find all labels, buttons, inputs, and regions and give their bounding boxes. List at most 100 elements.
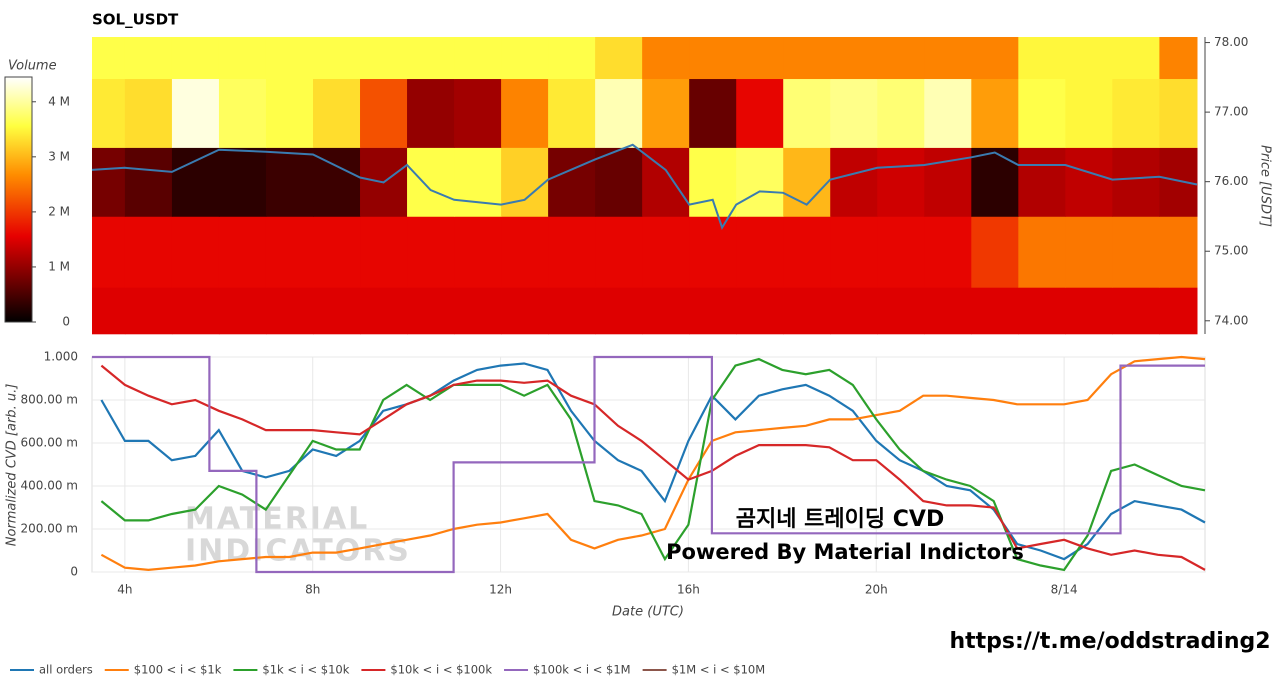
heatmap-cell: [407, 216, 455, 288]
heatmap-cell: [971, 216, 1019, 288]
heatmap-cell: [830, 37, 878, 80]
heatmap-cell: [830, 216, 878, 288]
heatmap-cell: [1065, 216, 1113, 288]
heatmap-cell: [877, 216, 925, 288]
heatmap-cell: [124, 37, 173, 80]
heatmap-cell: [218, 287, 267, 335]
heatmap-cell: [924, 78, 972, 148]
heatmap-cell: [924, 287, 972, 335]
heatmap-cell: [1112, 216, 1160, 288]
heatmap-cell: [124, 147, 173, 217]
heatmap-cell: [360, 216, 408, 288]
heatmap-cell: [830, 147, 878, 217]
heatmap-cell: [783, 78, 831, 148]
y2-tick-label: 76.00: [1214, 174, 1248, 188]
heatmap-cell: [1159, 216, 1198, 288]
heatmap-cell: [971, 287, 1019, 335]
heatmap-cell: [548, 287, 596, 335]
heatmap-cell: [313, 78, 361, 148]
heatmap-cell: [642, 37, 690, 80]
heatmap-cell: [407, 37, 455, 80]
heatmap-cell: [1112, 147, 1160, 217]
heatmap-cell: [595, 37, 643, 80]
heatmap-cell: [877, 287, 925, 335]
colorbar: [4, 76, 33, 323]
heatmap-cell: [595, 287, 643, 335]
colorbar-tick-label: 0: [62, 315, 70, 329]
heatmap-cell: [124, 287, 173, 335]
y-axis-label: Normalized CVD [arb. u.]: [5, 384, 20, 547]
heatmap-cell: [454, 78, 502, 148]
y-tick-label: 1.000: [44, 350, 78, 364]
cvd-line: [100, 355, 1206, 572]
heatmap-cell: [783, 37, 831, 80]
heatmap-cell: [265, 216, 314, 288]
heatmap-cell: [171, 78, 220, 148]
heatmap-cell: [265, 78, 314, 148]
heatmap-cell: [642, 287, 690, 335]
heatmap-cell: [971, 37, 1019, 80]
heatmap-cell: [313, 37, 361, 80]
heatmap-cell: [265, 287, 314, 335]
heatmap-cell: [92, 216, 126, 288]
heatmap-cell: [218, 216, 267, 288]
heatmap-cell: [92, 37, 126, 80]
heatmap-cell: [1018, 78, 1066, 148]
y2-tick-label: 77.00: [1214, 105, 1248, 119]
heatmap-cell: [360, 78, 408, 148]
colorbar-tick-label: 4 M: [48, 94, 70, 108]
heatmap-cell: [313, 287, 361, 335]
heatmap-cell: [454, 37, 502, 80]
cvd-line: [92, 355, 1205, 574]
heatmap-cell: [218, 37, 267, 80]
heatmap-cell: [689, 147, 737, 217]
heatmap-cell: [92, 78, 126, 148]
y2-axis-label: Price [USDT]: [1258, 145, 1273, 227]
heatmap-cell: [92, 287, 126, 335]
annotation: Powered By Material Indictors: [666, 540, 1024, 564]
heatmap-cell: [407, 147, 455, 217]
heatmap-cell: [360, 37, 408, 80]
heatmap-cell: [971, 78, 1019, 148]
cvd-line: [100, 362, 1206, 561]
heatmap-cell: [454, 147, 502, 217]
heatmap-cell: [1112, 287, 1160, 335]
heatmap-cell: [548, 78, 596, 148]
heatmap-cell: [1159, 147, 1198, 217]
heatmap-cell: [642, 216, 690, 288]
heatmap-cell: [689, 78, 737, 148]
heatmap-cell: [877, 78, 925, 148]
x-tick-label: 16h: [677, 583, 700, 597]
x-tick-label: 20h: [865, 583, 888, 597]
legend-label: all orders: [39, 663, 93, 677]
legend-label: $100 < i < $1k: [134, 663, 222, 677]
colorbar-tick-label: 1 M: [48, 259, 70, 273]
annotation: 곰지네 트레이딩 CVD: [736, 507, 944, 532]
y2-tick-label: 78.00: [1214, 35, 1248, 49]
heatmap-cell: [171, 37, 220, 80]
chart-title: SOL_USDT: [92, 11, 179, 29]
heatmap-cell: [1159, 78, 1198, 148]
x-tick-label: 8h: [305, 583, 320, 597]
heatmap-cell: [736, 78, 784, 148]
heatmap-cell: [1065, 287, 1113, 335]
heatmap-cell: [1159, 37, 1198, 80]
cvd-line: [100, 364, 1206, 571]
y2-tick-label: 74.00: [1214, 313, 1248, 327]
heatmap-cell: [501, 78, 549, 148]
heatmap-cell: [548, 216, 596, 288]
heatmap-cell: [1112, 37, 1160, 80]
y2-tick-label: 75.00: [1214, 244, 1248, 258]
heatmap-cell: [1112, 78, 1160, 148]
heatmap-cell: [595, 216, 643, 288]
y-tick-label: 600.00 m: [21, 436, 79, 450]
heatmap-cell: [360, 287, 408, 335]
heatmap-cell: [736, 216, 784, 288]
annotation: https://t.me/oddstrading2: [949, 629, 1270, 654]
plot-area: [91, 356, 1206, 573]
heatmap-cell: [1065, 147, 1113, 217]
heatmap-cell: [736, 287, 784, 335]
heatmap-cell: [548, 147, 596, 217]
heatmap-cell: [595, 147, 643, 217]
